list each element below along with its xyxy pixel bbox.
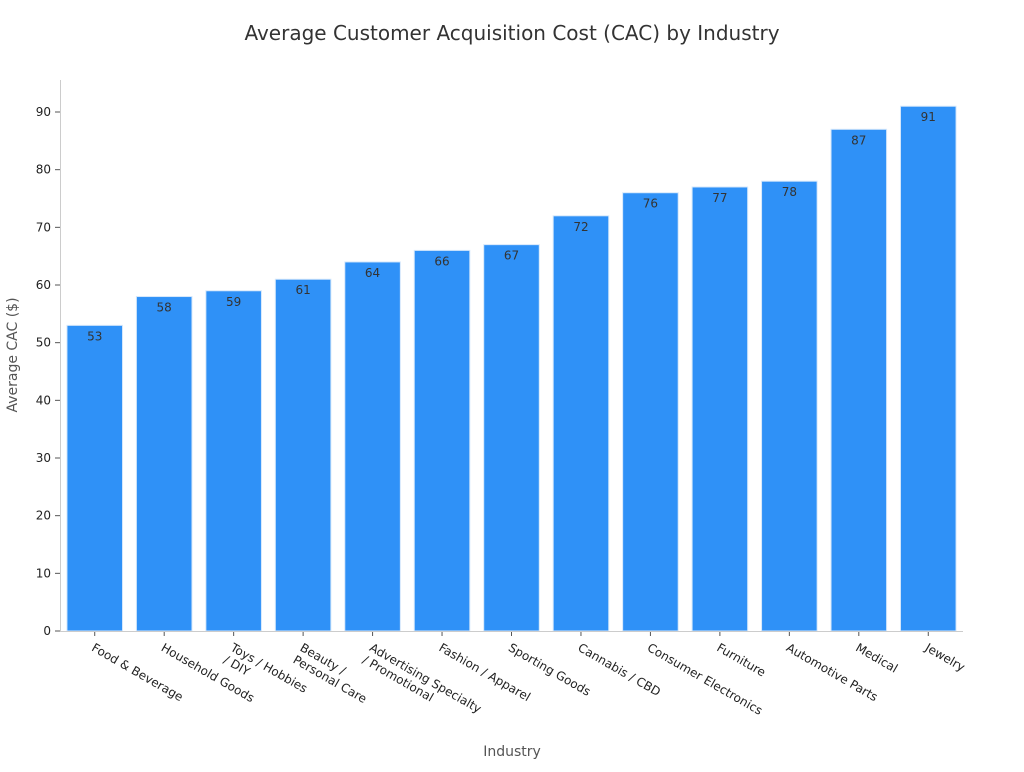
data-label: 53: [87, 329, 102, 343]
y-tick-label: 20: [36, 509, 51, 523]
bar: [622, 192, 679, 632]
y-tick-label: 70: [36, 220, 51, 234]
data-label: 59: [226, 295, 241, 309]
bar: [274, 278, 332, 632]
y-tick-label: 10: [36, 566, 51, 580]
y-tick-label: 40: [36, 393, 51, 407]
bar: [66, 324, 124, 632]
x-axis-label: Industry: [483, 744, 541, 760]
data-label: 91: [921, 110, 936, 124]
x-tick-label: Jewelry: [922, 640, 968, 674]
bar: [413, 249, 471, 632]
bar: [899, 105, 957, 632]
data-label: 66: [434, 254, 449, 268]
bar: [552, 215, 610, 632]
bar: [344, 261, 401, 632]
bar: [205, 290, 262, 632]
x-tick-label: Toys / Hobbies/ DIY: [220, 640, 310, 708]
bar: [830, 128, 888, 632]
x-tick-label: Furniture: [714, 640, 768, 679]
data-label: 72: [573, 220, 588, 234]
bar: [483, 244, 540, 632]
data-label: 87: [851, 133, 866, 147]
data-label: 76: [643, 197, 658, 211]
x-tick-label: Medical: [853, 640, 900, 675]
x-tick-label: Beauty /Personal Care: [291, 640, 377, 706]
y-tick-label: 50: [36, 336, 51, 350]
y-tick-label: 90: [36, 105, 51, 119]
data-label: 77: [712, 191, 727, 205]
data-label: 78: [782, 185, 797, 199]
data-label: 58: [157, 301, 172, 315]
bar: [691, 186, 749, 632]
y-tick-label: 0: [43, 624, 51, 638]
chart-title: Average Customer Acquisition Cost (CAC) …: [244, 21, 779, 45]
x-tick-label: Consumer Electronics: [645, 640, 765, 717]
bar: [761, 180, 818, 632]
data-label: 64: [365, 266, 380, 280]
data-label: 67: [504, 249, 519, 263]
y-axis-label: Average CAC ($): [5, 297, 21, 412]
bar: [135, 296, 193, 632]
data-label: 61: [295, 283, 310, 297]
y-tick-label: 60: [36, 278, 51, 292]
y-tick-label: 30: [36, 451, 51, 465]
y-tick-label: 80: [36, 163, 51, 177]
